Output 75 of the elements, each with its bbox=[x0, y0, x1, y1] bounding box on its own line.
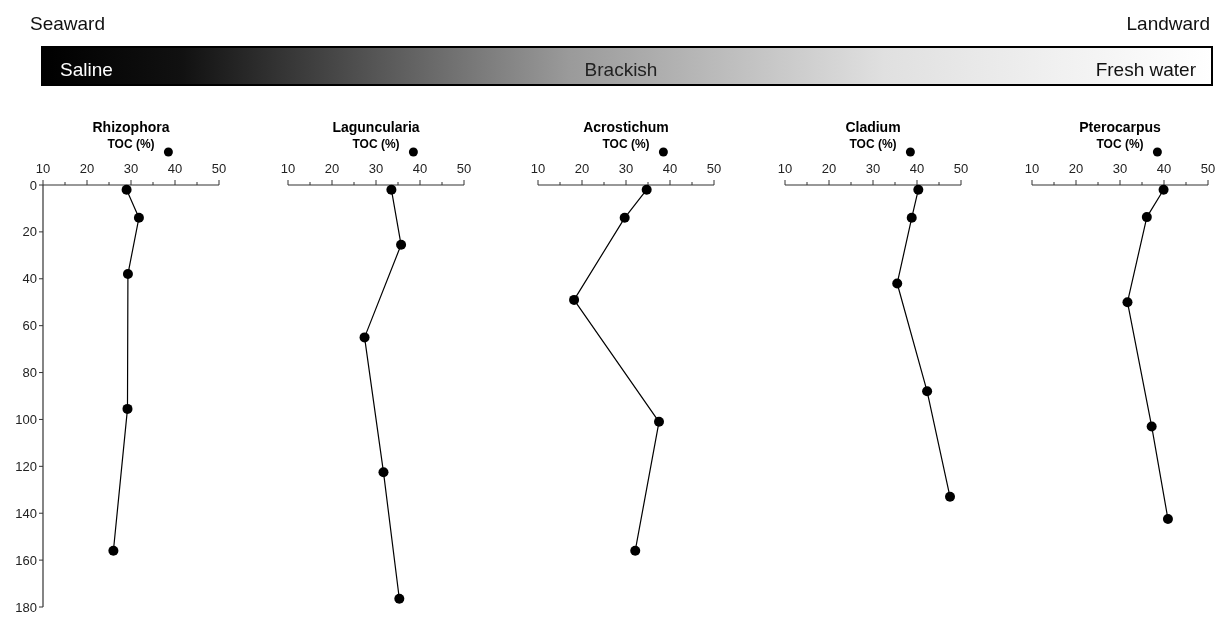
point bbox=[122, 269, 133, 280]
point bbox=[892, 278, 903, 289]
point bbox=[654, 416, 664, 427]
x-tick-label: 50 bbox=[706, 161, 722, 176]
text: Fresh water bbox=[1095, 59, 1197, 80]
point bbox=[906, 212, 917, 223]
point bbox=[630, 545, 641, 556]
chart-title: Acrostichum bbox=[583, 119, 669, 135]
x-axis-title: TOC (%) bbox=[602, 137, 650, 151]
x-tick-label: 40 bbox=[662, 161, 678, 176]
x-tick-label: 30 bbox=[865, 161, 881, 176]
text: Landward bbox=[1126, 13, 1210, 34]
x-tick-label: 50 bbox=[1200, 161, 1216, 176]
x-tick-label: 20 bbox=[574, 161, 590, 176]
y-tick-label: 100 bbox=[15, 411, 37, 427]
point bbox=[1122, 297, 1133, 308]
x-tick-label: 10 bbox=[777, 161, 793, 176]
point bbox=[133, 212, 144, 223]
y-tick-label: 80 bbox=[22, 365, 37, 381]
chart-title: Cladium bbox=[845, 119, 901, 135]
point bbox=[945, 491, 955, 502]
x-tick-label: 20 bbox=[1068, 161, 1084, 176]
x-tick-label: 50 bbox=[953, 161, 969, 176]
point bbox=[641, 184, 652, 195]
x-axis-title: TOC (%) bbox=[849, 137, 897, 151]
point bbox=[1146, 421, 1157, 432]
x-tick-label: 40 bbox=[1156, 161, 1172, 176]
y-tick-label: 180 bbox=[15, 599, 37, 615]
x-tick-label: 40 bbox=[909, 161, 925, 176]
x-tick-label: 10 bbox=[35, 161, 51, 176]
point bbox=[122, 403, 133, 414]
text: Saline bbox=[60, 59, 113, 80]
point bbox=[1141, 212, 1152, 223]
x-axis-title: TOC (%) bbox=[352, 137, 400, 151]
x-tick-label: 40 bbox=[167, 161, 183, 176]
point bbox=[913, 184, 924, 195]
point bbox=[108, 545, 119, 556]
y-tick-label: 160 bbox=[15, 552, 37, 568]
y-tick-label: 20 bbox=[22, 224, 37, 240]
x-tick-label: 30 bbox=[1112, 161, 1128, 176]
x-tick-label: 50 bbox=[211, 161, 227, 176]
point bbox=[922, 386, 933, 397]
x-tick-label: 20 bbox=[324, 161, 340, 176]
y-tick-label: 60 bbox=[22, 318, 37, 334]
point bbox=[1158, 184, 1169, 195]
y-tick-label: 40 bbox=[22, 271, 37, 287]
text: Brackish bbox=[584, 59, 658, 80]
x-tick-label: 20 bbox=[821, 161, 837, 176]
point bbox=[121, 184, 132, 195]
x-tick-label: 20 bbox=[79, 161, 95, 176]
x-tick-label: 40 bbox=[412, 161, 428, 176]
x-tick-label: 10 bbox=[530, 161, 546, 176]
x-tick-label: 10 bbox=[280, 161, 296, 176]
y-tick-label: 120 bbox=[15, 458, 37, 474]
text: Seaward bbox=[30, 13, 105, 34]
x-tick-label: 10 bbox=[1024, 161, 1040, 176]
x-axis-title: TOC (%) bbox=[107, 137, 155, 151]
point bbox=[378, 467, 389, 478]
x-tick-label: 30 bbox=[618, 161, 634, 176]
point bbox=[619, 212, 630, 223]
y-tick-label: 0 bbox=[29, 177, 37, 193]
x-tick-label: 30 bbox=[368, 161, 384, 176]
point bbox=[394, 593, 405, 604]
point bbox=[1162, 514, 1173, 525]
chart-title: Laguncularia bbox=[332, 119, 420, 135]
point bbox=[396, 239, 407, 250]
point bbox=[359, 332, 370, 343]
x-axis-title: TOC (%) bbox=[1096, 137, 1144, 151]
chart-title: Rhizophora bbox=[92, 119, 170, 135]
point bbox=[569, 294, 580, 305]
chart-title: Pterocarpus bbox=[1079, 119, 1162, 135]
x-tick-label: 30 bbox=[123, 161, 139, 176]
point bbox=[386, 184, 397, 195]
y-tick-label: 140 bbox=[15, 505, 37, 521]
x-tick-label: 50 bbox=[456, 161, 472, 176]
